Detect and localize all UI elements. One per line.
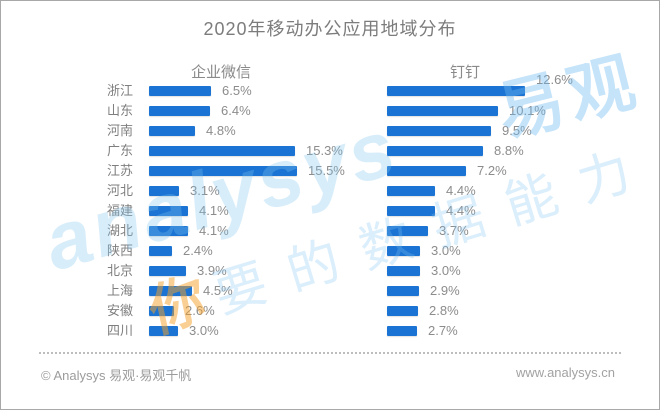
footer-website: www.analysys.cn xyxy=(516,365,615,380)
wechat-work-value-label: 2.6% xyxy=(185,303,215,318)
dingtalk-value-label: 3.7% xyxy=(439,223,469,238)
wechat-work-bar xyxy=(149,286,192,296)
dingtalk-bar xyxy=(387,186,435,196)
wechat-work-bar xyxy=(149,226,188,236)
province-label: 上海 xyxy=(106,283,133,298)
dingtalk-bar xyxy=(387,86,525,96)
column-header-wechat-work: 企业微信 xyxy=(190,64,251,81)
wechat-work-value-label: 3.1% xyxy=(190,183,220,198)
province-label: 江苏 xyxy=(106,163,133,178)
wechat-work-value-label: 4.8% xyxy=(206,123,236,138)
wechat-work-bar xyxy=(149,186,179,196)
dingtalk-value-label: 3.0% xyxy=(431,243,461,258)
wechat-work-value-label: 3.9% xyxy=(197,263,227,278)
dingtalk-value-label: 4.4% xyxy=(446,203,476,218)
province-label: 陕西 xyxy=(106,243,133,258)
dingtalk-bar xyxy=(387,326,417,336)
wechat-work-value-label: 15.5% xyxy=(308,163,345,178)
dingtalk-bar xyxy=(387,266,420,276)
wechat-work-value-label: 4.1% xyxy=(199,203,229,218)
wechat-work-bar xyxy=(149,206,188,216)
province-label: 山东 xyxy=(106,103,133,118)
dingtalk-value-label: 2.7% xyxy=(428,323,458,338)
wechat-work-bar xyxy=(149,126,195,136)
province-label: 湖北 xyxy=(106,223,133,238)
dingtalk-value-label: 2.8% xyxy=(429,303,459,318)
chart-title: 2020年移动办公应用地域分布 xyxy=(203,19,457,39)
wechat-work-bar xyxy=(149,326,178,336)
dingtalk-bar xyxy=(387,106,498,116)
dingtalk-bar xyxy=(387,126,491,136)
wechat-work-value-label: 6.5% xyxy=(222,83,252,98)
dingtalk-value-label: 10.1% xyxy=(509,103,546,118)
wechat-work-bar xyxy=(149,246,172,256)
wechat-work-value-label: 6.4% xyxy=(221,103,251,118)
wechat-work-value-label: 2.4% xyxy=(183,243,213,258)
dingtalk-value-label: 12.6% xyxy=(536,72,573,87)
wechat-work-bar xyxy=(149,166,297,176)
dingtalk-value-label: 2.9% xyxy=(430,283,460,298)
dingtalk-value-label: 4.4% xyxy=(446,183,476,198)
dingtalk-bar xyxy=(387,286,419,296)
province-label: 北京 xyxy=(106,263,133,278)
dingtalk-bar xyxy=(387,246,420,256)
province-label: 河北 xyxy=(106,183,133,198)
dingtalk-value-label: 7.2% xyxy=(477,163,507,178)
dingtalk-value-label: 8.8% xyxy=(494,143,524,158)
wechat-work-bar xyxy=(149,306,174,316)
province-label: 四川 xyxy=(106,323,133,338)
wechat-work-bar xyxy=(149,266,186,276)
wechat-work-bar xyxy=(149,86,211,96)
wechat-work-value-label: 15.3% xyxy=(306,143,343,158)
footer-copyright: © Analysys 易观·易观千帆 xyxy=(41,368,192,383)
dingtalk-bar xyxy=(387,166,466,176)
dingtalk-bar xyxy=(387,206,435,216)
column-header-dingtalk: 钉钉 xyxy=(449,64,480,81)
province-label: 广东 xyxy=(106,143,133,158)
dingtalk-value-label: 3.0% xyxy=(431,263,461,278)
wechat-work-bar xyxy=(149,106,210,116)
wechat-work-value-label: 4.5% xyxy=(203,283,233,298)
wechat-work-bar xyxy=(149,146,295,156)
dingtalk-value-label: 9.5% xyxy=(502,123,532,138)
dingtalk-bar xyxy=(387,226,428,236)
province-label: 河南 xyxy=(106,123,133,138)
wechat-work-value-label: 3.0% xyxy=(189,323,219,338)
dingtalk-bar xyxy=(387,146,483,156)
wechat-work-value-label: 4.1% xyxy=(199,223,229,238)
province-label: 浙江 xyxy=(106,83,133,98)
province-label: 福建 xyxy=(106,203,133,218)
province-label: 安徽 xyxy=(106,303,133,318)
footer-divider xyxy=(39,352,621,354)
dingtalk-bar xyxy=(387,306,418,316)
